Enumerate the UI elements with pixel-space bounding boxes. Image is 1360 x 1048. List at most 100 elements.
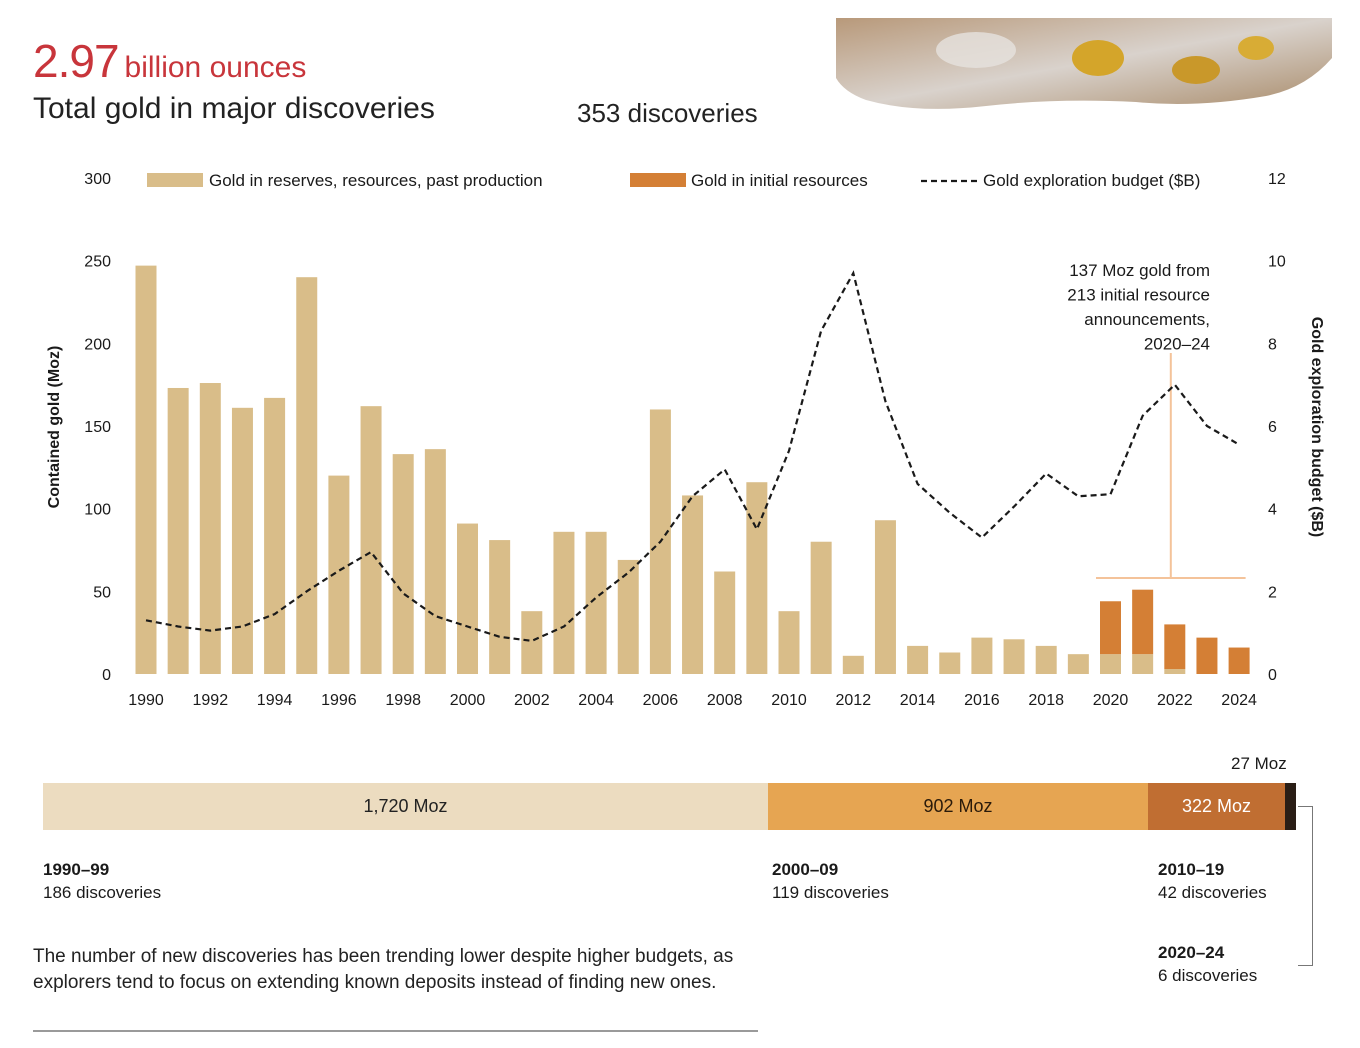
bar-past-production (521, 611, 543, 674)
x-tick-label: 1994 (257, 692, 293, 709)
x-tick-label: 2022 (1157, 692, 1193, 709)
y-tick-label: 200 (84, 336, 111, 353)
bar-past-production (1132, 654, 1154, 674)
bar-past-production (939, 652, 961, 674)
y-tick-label: 300 (84, 171, 111, 188)
x-tick-label: 2008 (707, 692, 743, 709)
segment-label-2020s: 27 Moz (1231, 754, 1287, 773)
annotation-line: 213 initial resource (1067, 286, 1210, 305)
x-tick-label: 2012 (836, 692, 872, 709)
bar-past-production (489, 540, 511, 674)
decade-discoveries: 119 discoveries (772, 883, 889, 902)
bar-past-production (971, 637, 993, 674)
x-tick-label: 2024 (1221, 692, 1257, 709)
legend: Gold in reserves, resources, past produc… (147, 171, 1200, 190)
bar-past-production (264, 397, 286, 674)
x-tick-label: 1998 (385, 692, 421, 709)
decade-1990s: 1990–99 186 discoveries (43, 858, 161, 904)
bar-past-production (1035, 645, 1057, 674)
y2-axis-label: Gold exploration budget ($B) (1308, 317, 1325, 537)
x-tick-label: 2016 (964, 692, 1000, 709)
x-tick-label: 1996 (321, 692, 357, 709)
headline-number: 2.97 (33, 35, 120, 87)
discoveries-chart: 300 250 200 150 100 50 0 12 10 8 6 4 2 0 1990 1992 1994 1… (46, 171, 1325, 709)
y-tick-label: 100 (84, 502, 111, 519)
segment-2000s: 902 Moz (768, 783, 1148, 830)
y2-tick-label: 4 (1268, 502, 1277, 519)
y2-tick-label: 0 (1268, 667, 1277, 684)
footnote-divider (33, 1030, 758, 1032)
budget-line (145, 270, 1240, 643)
y2-tick-label: 8 (1268, 336, 1277, 353)
bar-past-production (328, 475, 350, 674)
y2-tick-label: 2 (1268, 584, 1277, 601)
y-axis-label: Contained gold (Moz) (46, 346, 63, 509)
decade-period: 2010–19 (1158, 860, 1225, 879)
y2-tick-label: 10 (1268, 254, 1286, 271)
x-tick-label: 1990 (128, 692, 164, 709)
bar-past-production (167, 387, 189, 674)
x-tick-label: 2002 (514, 692, 550, 709)
bar-past-production (1164, 669, 1186, 674)
annotation-line: 137 Moz gold from (1069, 261, 1210, 280)
bar-past-production (424, 449, 446, 674)
legend-label-budget: Gold exploration budget ($B) (983, 171, 1200, 190)
bar-past-production (778, 611, 800, 674)
decade-discoveries: 42 discoveries (1158, 883, 1267, 902)
legend-label-past-production: Gold in reserves, resources, past produc… (209, 171, 543, 190)
decade-totals-bar: 1,720 Moz 902 Moz 322 Moz (43, 783, 1296, 830)
bar-past-production (457, 523, 478, 674)
x-tick-label: 1992 (193, 692, 229, 709)
footnote: The number of new discoveries has been t… (33, 946, 734, 993)
bar-past-production (907, 645, 929, 674)
decade-2010s: 2010–19 42 discoveries (1158, 858, 1267, 904)
decade-discoveries: 186 discoveries (43, 883, 162, 902)
gold-ore-image (836, 18, 1332, 109)
y-tick-label: 0 (102, 667, 111, 684)
annotation-highlight (1096, 353, 1246, 579)
bar-initial-resources (1228, 647, 1250, 674)
bar-past-production (585, 531, 607, 674)
bar-series (135, 265, 1250, 674)
decade-period: 1990–99 (43, 860, 110, 879)
bar-past-production (714, 571, 736, 674)
bar-past-production (553, 531, 575, 674)
x-tick-label: 2010 (771, 692, 807, 709)
y2-tick-label: 12 (1268, 171, 1286, 188)
decade-period: 2020–24 (1158, 943, 1225, 962)
bar-past-production (874, 520, 896, 674)
x-tick-label: 2000 (450, 692, 486, 709)
bar-past-production (842, 655, 864, 674)
x-tick-label: 2014 (900, 692, 936, 709)
bar-initial-resources (1164, 624, 1186, 670)
bar-past-production (392, 454, 414, 674)
bar-past-production (810, 541, 832, 674)
bar-past-production (617, 559, 639, 674)
decade-2000s: 2000–09 119 discoveries (772, 858, 889, 904)
decade-discoveries: 6 discoveries (1158, 966, 1258, 985)
bracket-connector (1298, 806, 1313, 966)
chart-subtitle: Total gold in major discoveries (33, 92, 435, 125)
legend-label-initial-resources: Gold in initial resources (691, 171, 868, 190)
y-tick-label: 250 (84, 254, 111, 271)
bar-past-production (360, 406, 382, 674)
discovery-count: 353 discoveries (577, 98, 758, 128)
decade-2020s: 2020–24 6 discoveries (1158, 941, 1257, 987)
bar-past-production (135, 265, 157, 674)
bar-initial-resources (1100, 601, 1121, 655)
bar-past-production (231, 407, 253, 674)
axis-ticks: 300 250 200 150 100 50 0 12 10 8 6 4 2 0 1990 1992 1994 1… (84, 171, 1286, 709)
annotation-text: 137 Moz gold from 213 initial resource ann… (1067, 261, 1210, 354)
bar-past-production (746, 482, 768, 674)
bar-past-production (199, 383, 221, 674)
segment-2010s: 322 Moz (1148, 783, 1285, 830)
decade-period: 2000–09 (772, 860, 839, 879)
x-tick-label: 2020 (1093, 692, 1129, 709)
x-tick-label: 2018 (1028, 692, 1064, 709)
bar-initial-resources (1196, 637, 1218, 674)
bar-past-production (1100, 654, 1121, 674)
bar-past-production (296, 277, 318, 674)
segment-2020s (1285, 783, 1296, 830)
annotation-line: 2020–24 (1144, 335, 1210, 354)
bar-initial-resources (1132, 589, 1154, 655)
